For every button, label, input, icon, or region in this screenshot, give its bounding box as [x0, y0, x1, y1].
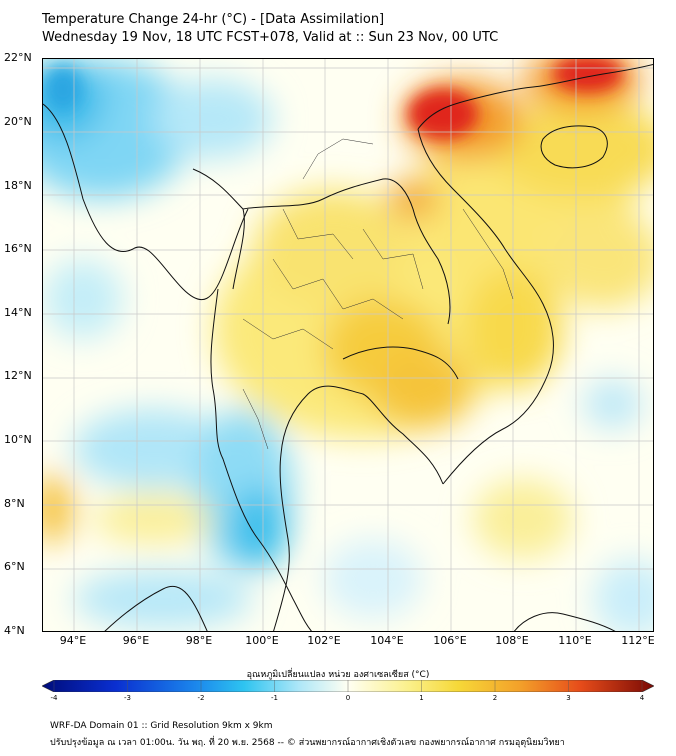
lat-label-22: 22°N: [4, 51, 32, 64]
hainan-island: [540, 125, 608, 169]
border-cambodia: [342, 346, 459, 380]
model-info: WRF-DA Domain 01 :: Grid Resolution 9km …: [50, 721, 273, 731]
colorbar: [42, 680, 654, 692]
colorbar-tick-label: 0: [345, 694, 351, 702]
border-myanmar: [192, 168, 245, 290]
temperature-change-map: [42, 58, 654, 632]
lat-label-12: 12°N: [4, 369, 32, 382]
lat-label-6: 6°N: [4, 560, 25, 573]
update-credit: ปรับปรุงข้อมูล ณ เวลา 01:00น. วัน พฤ. ที…: [50, 738, 565, 748]
colorbar-tick-label: 2: [492, 694, 498, 702]
coast-east: [417, 128, 554, 485]
lat-label-4: 4°N: [4, 624, 25, 637]
colorbar-title: อุณหภูมิเปลี่ยนแปลง หน่วย องศาเซลเซียส (…: [246, 670, 430, 680]
colorbar-tick-label: 4: [639, 694, 645, 702]
lon-label-106: 106°E: [433, 634, 467, 647]
coast-peninsula: [210, 288, 312, 631]
colorbar-tick-label: -2: [197, 694, 205, 702]
borneo-coast: [514, 612, 616, 631]
lat-label-20: 20°N: [4, 115, 32, 128]
colorbar-tick-label: -1: [271, 694, 278, 702]
lon-label-94: 94°E: [59, 634, 87, 647]
colorbar-tick-label: 3: [566, 694, 571, 702]
coast-west: [43, 103, 249, 301]
colorbar-tick-label: -4: [50, 694, 58, 702]
lon-label-100: 100°E: [245, 634, 279, 647]
lon-label-104: 104°E: [370, 634, 404, 647]
map-canvas: [43, 59, 653, 631]
lon-label-98: 98°E: [185, 634, 213, 647]
lon-label-110: 110°E: [558, 634, 592, 647]
map-subtitle: Wednesday 19 Nov, 18 UTC FCST+078, Valid…: [42, 30, 499, 45]
lat-label-8: 8°N: [4, 497, 25, 510]
lon-label-108: 108°E: [495, 634, 529, 647]
coast-gulf: [273, 385, 444, 631]
province-borders: [242, 138, 514, 450]
colorbar-tick-label: 1: [419, 694, 424, 702]
lon-label-102: 102°E: [307, 634, 341, 647]
coastlines-borders: [43, 63, 653, 631]
lat-label-10: 10°N: [4, 433, 32, 446]
lat-label-14: 14°N: [4, 306, 32, 319]
map-title: Temperature Change 24-hr (°C) - [Data As…: [42, 12, 385, 27]
coast-china: [417, 63, 653, 130]
lat-label-18: 18°N: [4, 179, 32, 192]
lat-label-16: 16°N: [4, 242, 32, 255]
lon-label-96: 96°E: [122, 634, 150, 647]
map-gridlines: [43, 59, 653, 631]
sumatra-coast: [104, 585, 208, 631]
colorbar-tick-label: -3: [124, 694, 131, 702]
border-thai-laos: [242, 178, 451, 325]
lon-label-112: 112°E: [621, 634, 655, 647]
